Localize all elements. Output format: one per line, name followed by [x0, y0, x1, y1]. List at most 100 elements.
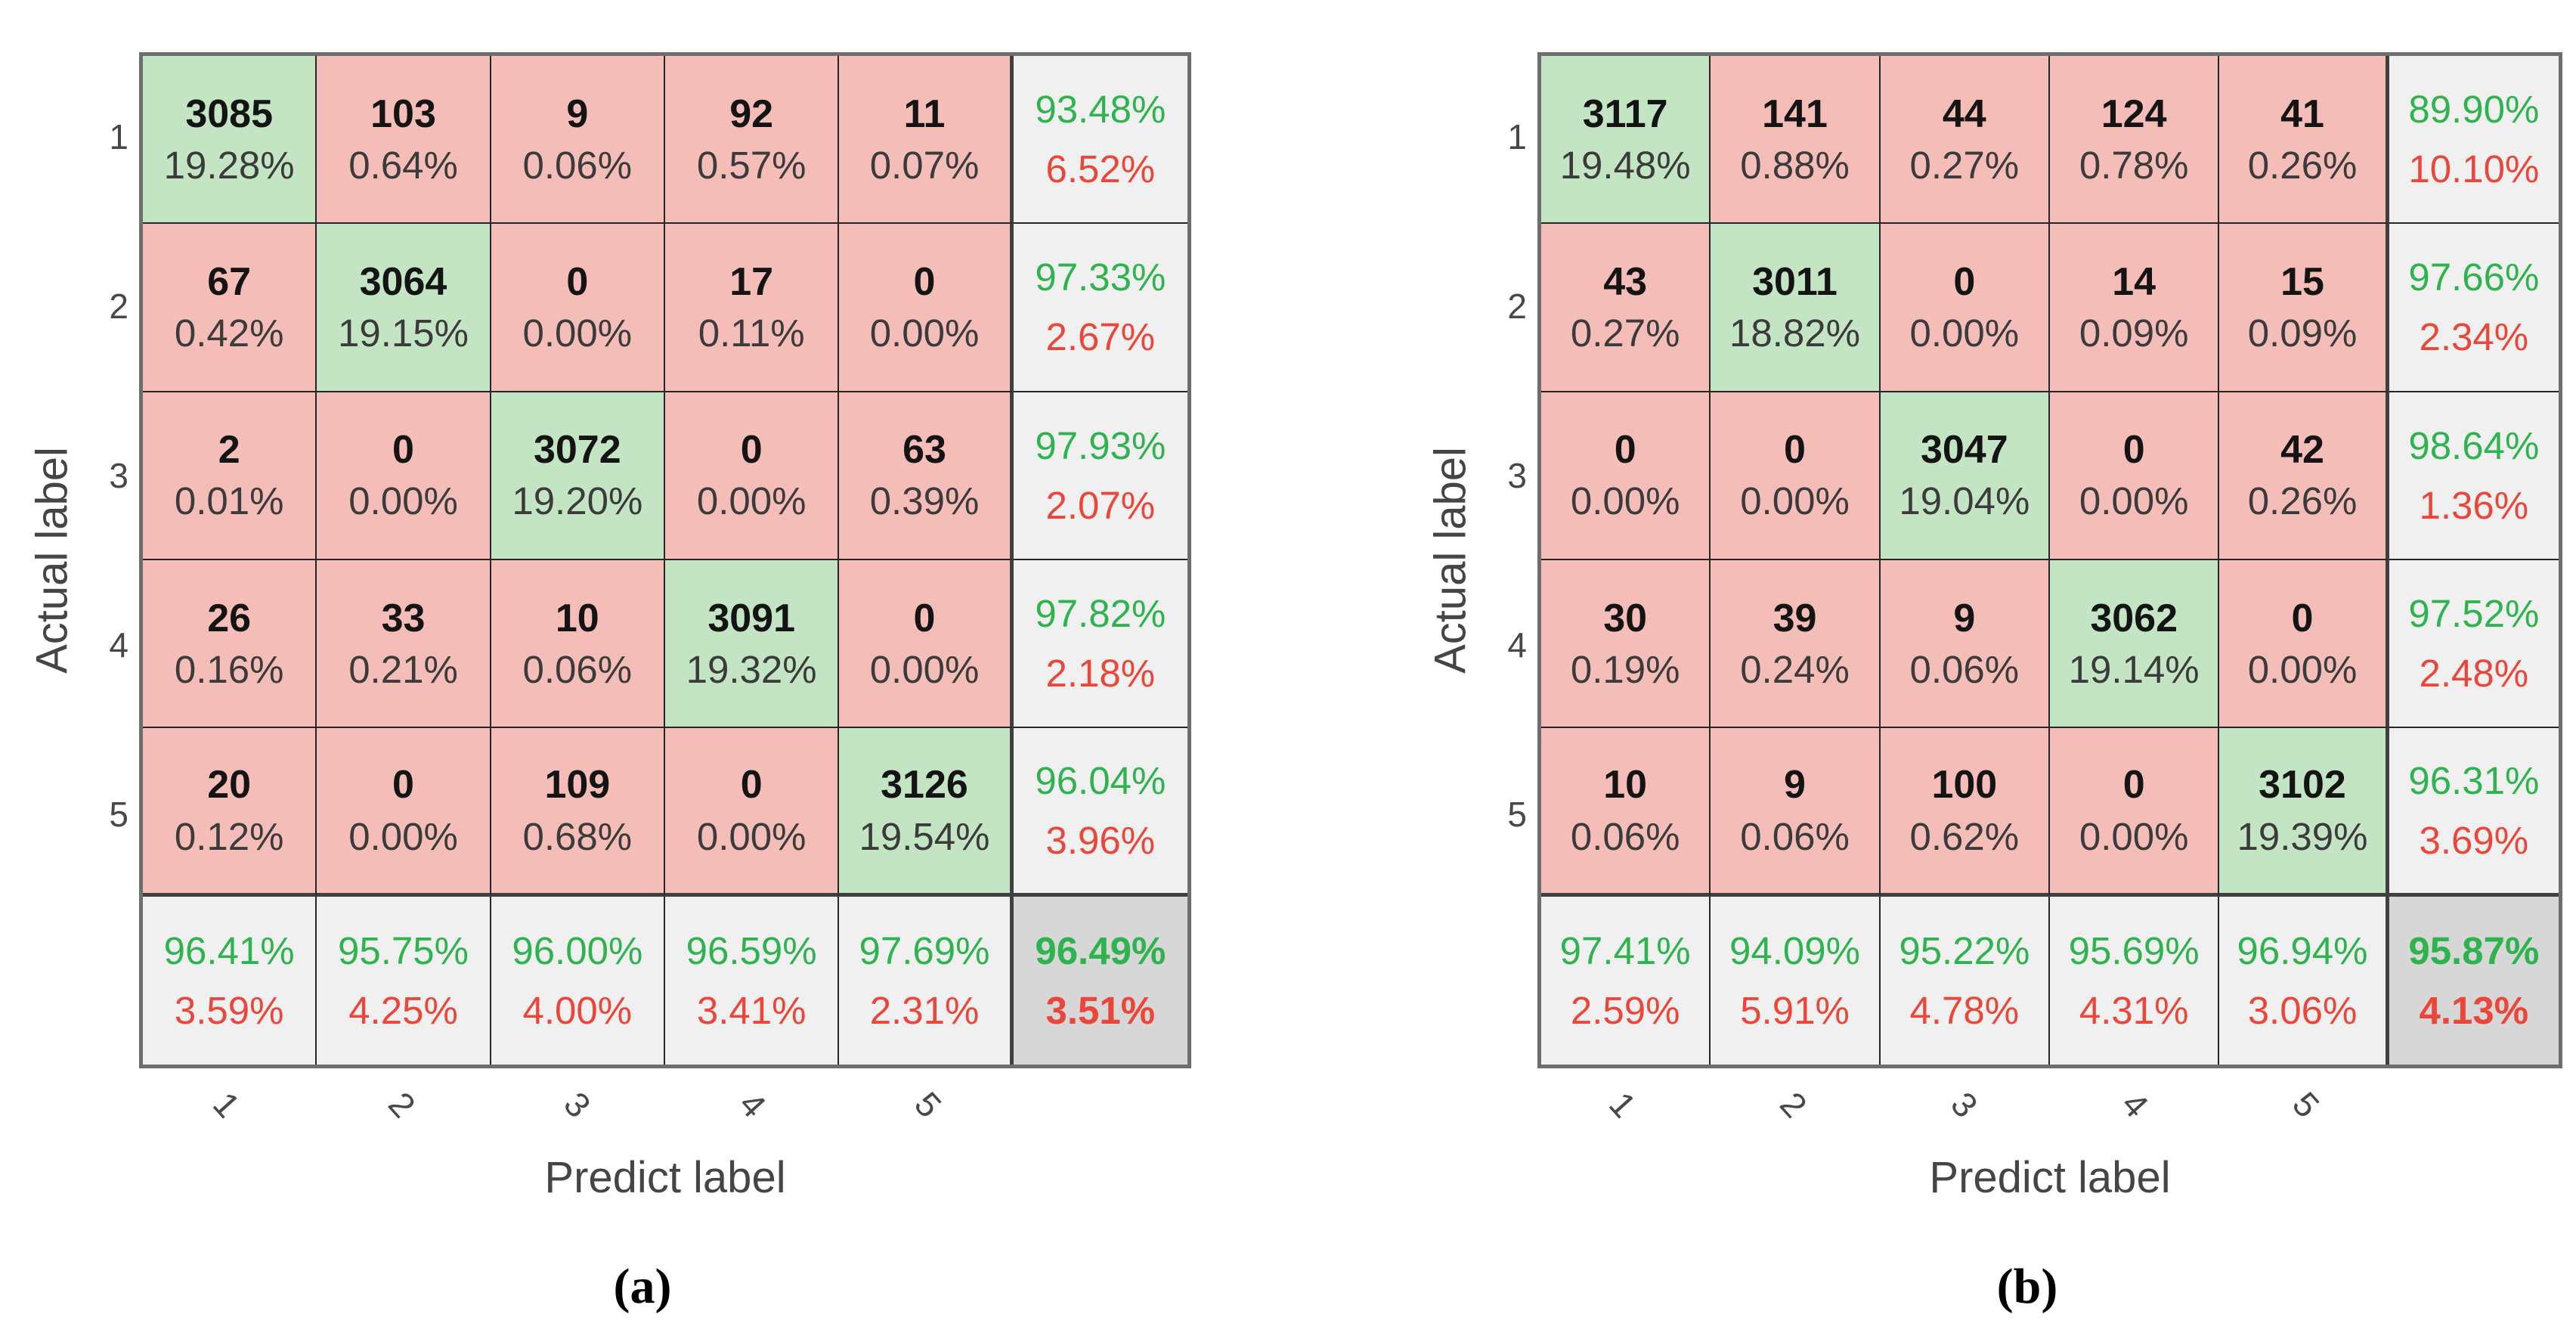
cell-count: 63	[903, 428, 946, 473]
x-tick-2: 2	[1773, 1084, 1815, 1125]
summary-error-percent: 4.31%	[2079, 988, 2189, 1032]
cell-count: 3072	[533, 428, 621, 473]
cell-percent: 0.26%	[2247, 143, 2358, 187]
cell-percent: 0.27%	[1570, 312, 1680, 355]
cell-count: 0	[740, 428, 763, 473]
cell-count: 3091	[707, 596, 795, 640]
cell-r1-c1: 3117 19.48%	[1541, 56, 1711, 225]
subfigure-caption-b: (b)	[1996, 1259, 2058, 1314]
cell-r1-c1: 3085 19.28%	[143, 56, 317, 225]
x-tick-5: 5	[2285, 1084, 2327, 1125]
cell-count: 9	[566, 91, 589, 136]
summary-correct-percent: 97.41%	[1559, 928, 1691, 972]
row-summary-5: 96.04% 3.96%	[1013, 728, 1187, 897]
cell-count: 30	[1603, 596, 1648, 640]
summary-error-percent: 3.96%	[1045, 818, 1156, 862]
cell-count: 0	[566, 259, 589, 304]
summary-error-percent: 2.48%	[2419, 652, 2529, 696]
cell-percent: 0.06%	[522, 647, 633, 691]
col-summary-5: 97.69% 2.31%	[839, 896, 1014, 1065]
cell-count: 42	[2280, 428, 2324, 473]
cell-count: 0	[1784, 428, 1806, 473]
cell-percent: 0.00%	[869, 312, 980, 355]
y-tick-3: 3	[109, 456, 128, 495]
summary-error-percent: 2.34%	[2419, 315, 2529, 359]
summary-error-percent: 4.00%	[522, 988, 633, 1032]
summary-correct-percent: 96.04%	[1035, 758, 1166, 802]
y-tick-5: 5	[1507, 795, 1527, 834]
col-summary-5: 96.94% 3.06%	[2219, 896, 2389, 1065]
cell-percent: 19.39%	[2237, 814, 2368, 858]
cell-percent: 19.32%	[686, 647, 817, 691]
summary-correct-percent: 96.94%	[2237, 928, 2368, 972]
cell-count: 100	[1931, 763, 1998, 807]
cell-count: 3126	[881, 763, 968, 807]
cell-r4-c1: 26 0.16%	[143, 559, 317, 729]
cell-r4-c3: 10 0.06%	[491, 559, 665, 729]
col-summary-1: 96.41% 3.59%	[143, 896, 317, 1065]
summary-error-percent: 2.07%	[1045, 483, 1156, 527]
summary-correct-percent: 96.59%	[686, 928, 817, 972]
cell-percent: 0.00%	[1570, 479, 1680, 523]
row-summary-3: 97.93% 2.07%	[1013, 392, 1187, 560]
cell-count: 141	[1762, 91, 1828, 136]
subfigure-caption-a: (a)	[613, 1259, 672, 1314]
summary-error-percent: 2.18%	[1045, 652, 1156, 696]
cell-r2-c2: 3064 19.15%	[317, 224, 491, 392]
cell-percent: 0.62%	[1909, 814, 2020, 858]
cell-count: 3085	[185, 91, 273, 136]
summary-correct-percent: 95.22%	[1899, 928, 2030, 972]
summary-error-percent: 3.06%	[2247, 988, 2358, 1032]
cell-percent: 18.82%	[1729, 312, 1860, 355]
cell-percent: 0.01%	[174, 479, 284, 523]
cell-r1-c3: 44 0.27%	[1880, 56, 2050, 225]
cell-percent: 0.57%	[696, 143, 807, 187]
cell-count: 3117	[1582, 91, 1668, 136]
cell-r4-c2: 39 0.24%	[1711, 559, 1881, 729]
summary-correct-percent: 96.00%	[512, 928, 643, 972]
summary-error-percent: 4.25%	[348, 988, 458, 1032]
row-summary-2: 97.66% 2.34%	[2389, 224, 2559, 392]
summary-correct-percent: 97.66%	[2408, 256, 2540, 299]
y-tick-3: 3	[1507, 456, 1527, 495]
summary-error-percent: 6.52%	[1045, 147, 1156, 191]
row-summary-4: 97.52% 2.48%	[2389, 559, 2559, 729]
cell-r5-c1: 20 0.12%	[143, 728, 317, 897]
cell-r1-c5: 11 0.07%	[839, 56, 1014, 225]
cell-percent: 19.14%	[2068, 647, 2200, 691]
cell-percent: 19.28%	[163, 143, 295, 187]
cell-count: 0	[2291, 596, 2314, 640]
cell-count: 9	[1784, 763, 1806, 807]
cell-count: 11	[903, 91, 946, 136]
y-tick-2: 2	[109, 287, 128, 326]
summary-correct-percent: 97.33%	[1035, 256, 1166, 299]
summary-error-percent: 2.31%	[869, 988, 980, 1032]
cell-percent: 19.54%	[859, 814, 990, 858]
cell-r4-c3: 9 0.06%	[1880, 559, 2050, 729]
row-summary-2: 97.33% 2.67%	[1013, 224, 1187, 392]
cell-count: 2	[218, 428, 240, 473]
cell-r4-c5: 0 0.00%	[839, 559, 1014, 729]
cell-percent: 19.04%	[1899, 479, 2030, 523]
cell-percent: 0.39%	[869, 479, 980, 523]
cell-count: 3102	[2259, 763, 2346, 807]
cell-count: 14	[2112, 259, 2156, 304]
col-summary-3: 95.22% 4.78%	[1880, 896, 2050, 1065]
cell-percent: 0.00%	[522, 312, 633, 355]
cell-percent: 0.00%	[2247, 647, 2358, 691]
cell-r4-c1: 30 0.19%	[1541, 559, 1711, 729]
cell-percent: 19.20%	[512, 479, 643, 523]
cell-count: 0	[913, 259, 936, 304]
cell-r3-c1: 2 0.01%	[143, 392, 317, 560]
summary-correct-percent: 95.75%	[338, 928, 469, 972]
row-summary-1: 93.48% 6.52%	[1013, 56, 1187, 225]
cell-percent: 0.06%	[522, 143, 633, 187]
cell-count: 39	[1773, 596, 1817, 640]
summary-error-percent: 1.36%	[2419, 483, 2529, 527]
col-summary-4: 95.69% 4.31%	[2049, 896, 2220, 1065]
summary-error-percent: 10.10%	[2408, 147, 2540, 191]
cell-count: 124	[2101, 91, 2167, 136]
summary-correct-percent: 95.69%	[2068, 928, 2200, 972]
cell-r3-c4: 0 0.00%	[2049, 392, 2220, 560]
